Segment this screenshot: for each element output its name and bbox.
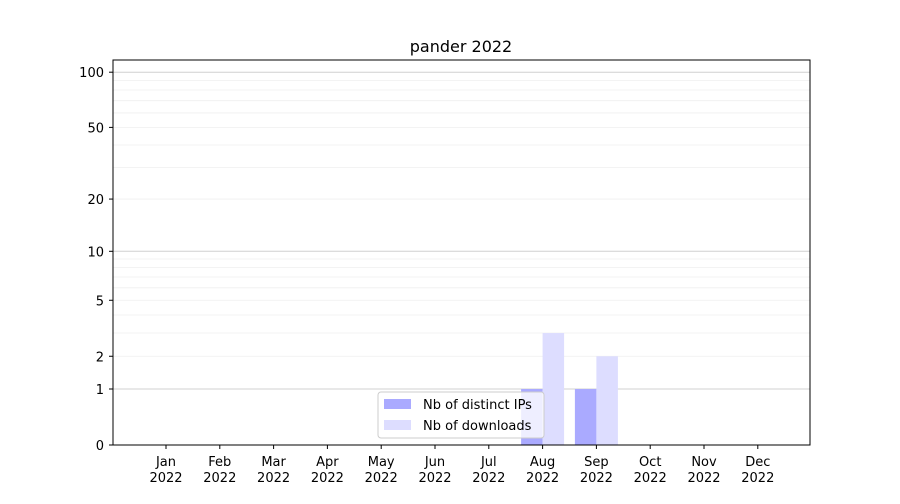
x-tick-label: Jun 2022 <box>418 455 451 486</box>
y-tick-label: 0 <box>96 439 104 454</box>
y-tick-label: 20 <box>87 193 104 208</box>
x-tick-label: Apr 2022 <box>311 455 344 486</box>
y-tick-label: 50 <box>87 121 104 136</box>
x-tick-label: Mar 2022 <box>257 455 290 486</box>
y-tick-label: 1 <box>96 383 104 398</box>
y-tick-label: 5 <box>96 294 104 309</box>
x-tick-label: Jan 2022 <box>149 455 182 486</box>
bar <box>596 356 618 445</box>
legend-label: Nb of distinct IPs <box>423 398 532 413</box>
legend-label: Nb of downloads <box>423 419 532 434</box>
bar <box>574 389 597 445</box>
y-tick-label: 10 <box>87 245 104 260</box>
legend: Nb of distinct IPs Nb of downloads <box>377 391 545 439</box>
bar <box>542 333 565 445</box>
chart-title: pander 2022 <box>410 37 512 56</box>
x-tick-label: Jul 2022 <box>472 455 505 486</box>
x-tick-label: Sep 2022 <box>580 455 613 486</box>
x-tick-label: May 2022 <box>365 455 398 486</box>
x-tick-label: Feb 2022 <box>203 455 236 486</box>
plot-frame <box>112 59 811 446</box>
x-tick-label: Oct 2022 <box>634 455 667 486</box>
legend-box <box>377 391 545 439</box>
x-tick-label: Dec 2022 <box>741 455 774 486</box>
x-tick-label: Aug 2022 <box>526 455 559 486</box>
y-tick-label: 100 <box>79 66 104 81</box>
legend-swatch <box>384 399 411 409</box>
legend-swatch <box>384 420 411 430</box>
x-tick-label: Nov 2022 <box>687 455 720 486</box>
y-tick-label: 2 <box>96 350 104 365</box>
